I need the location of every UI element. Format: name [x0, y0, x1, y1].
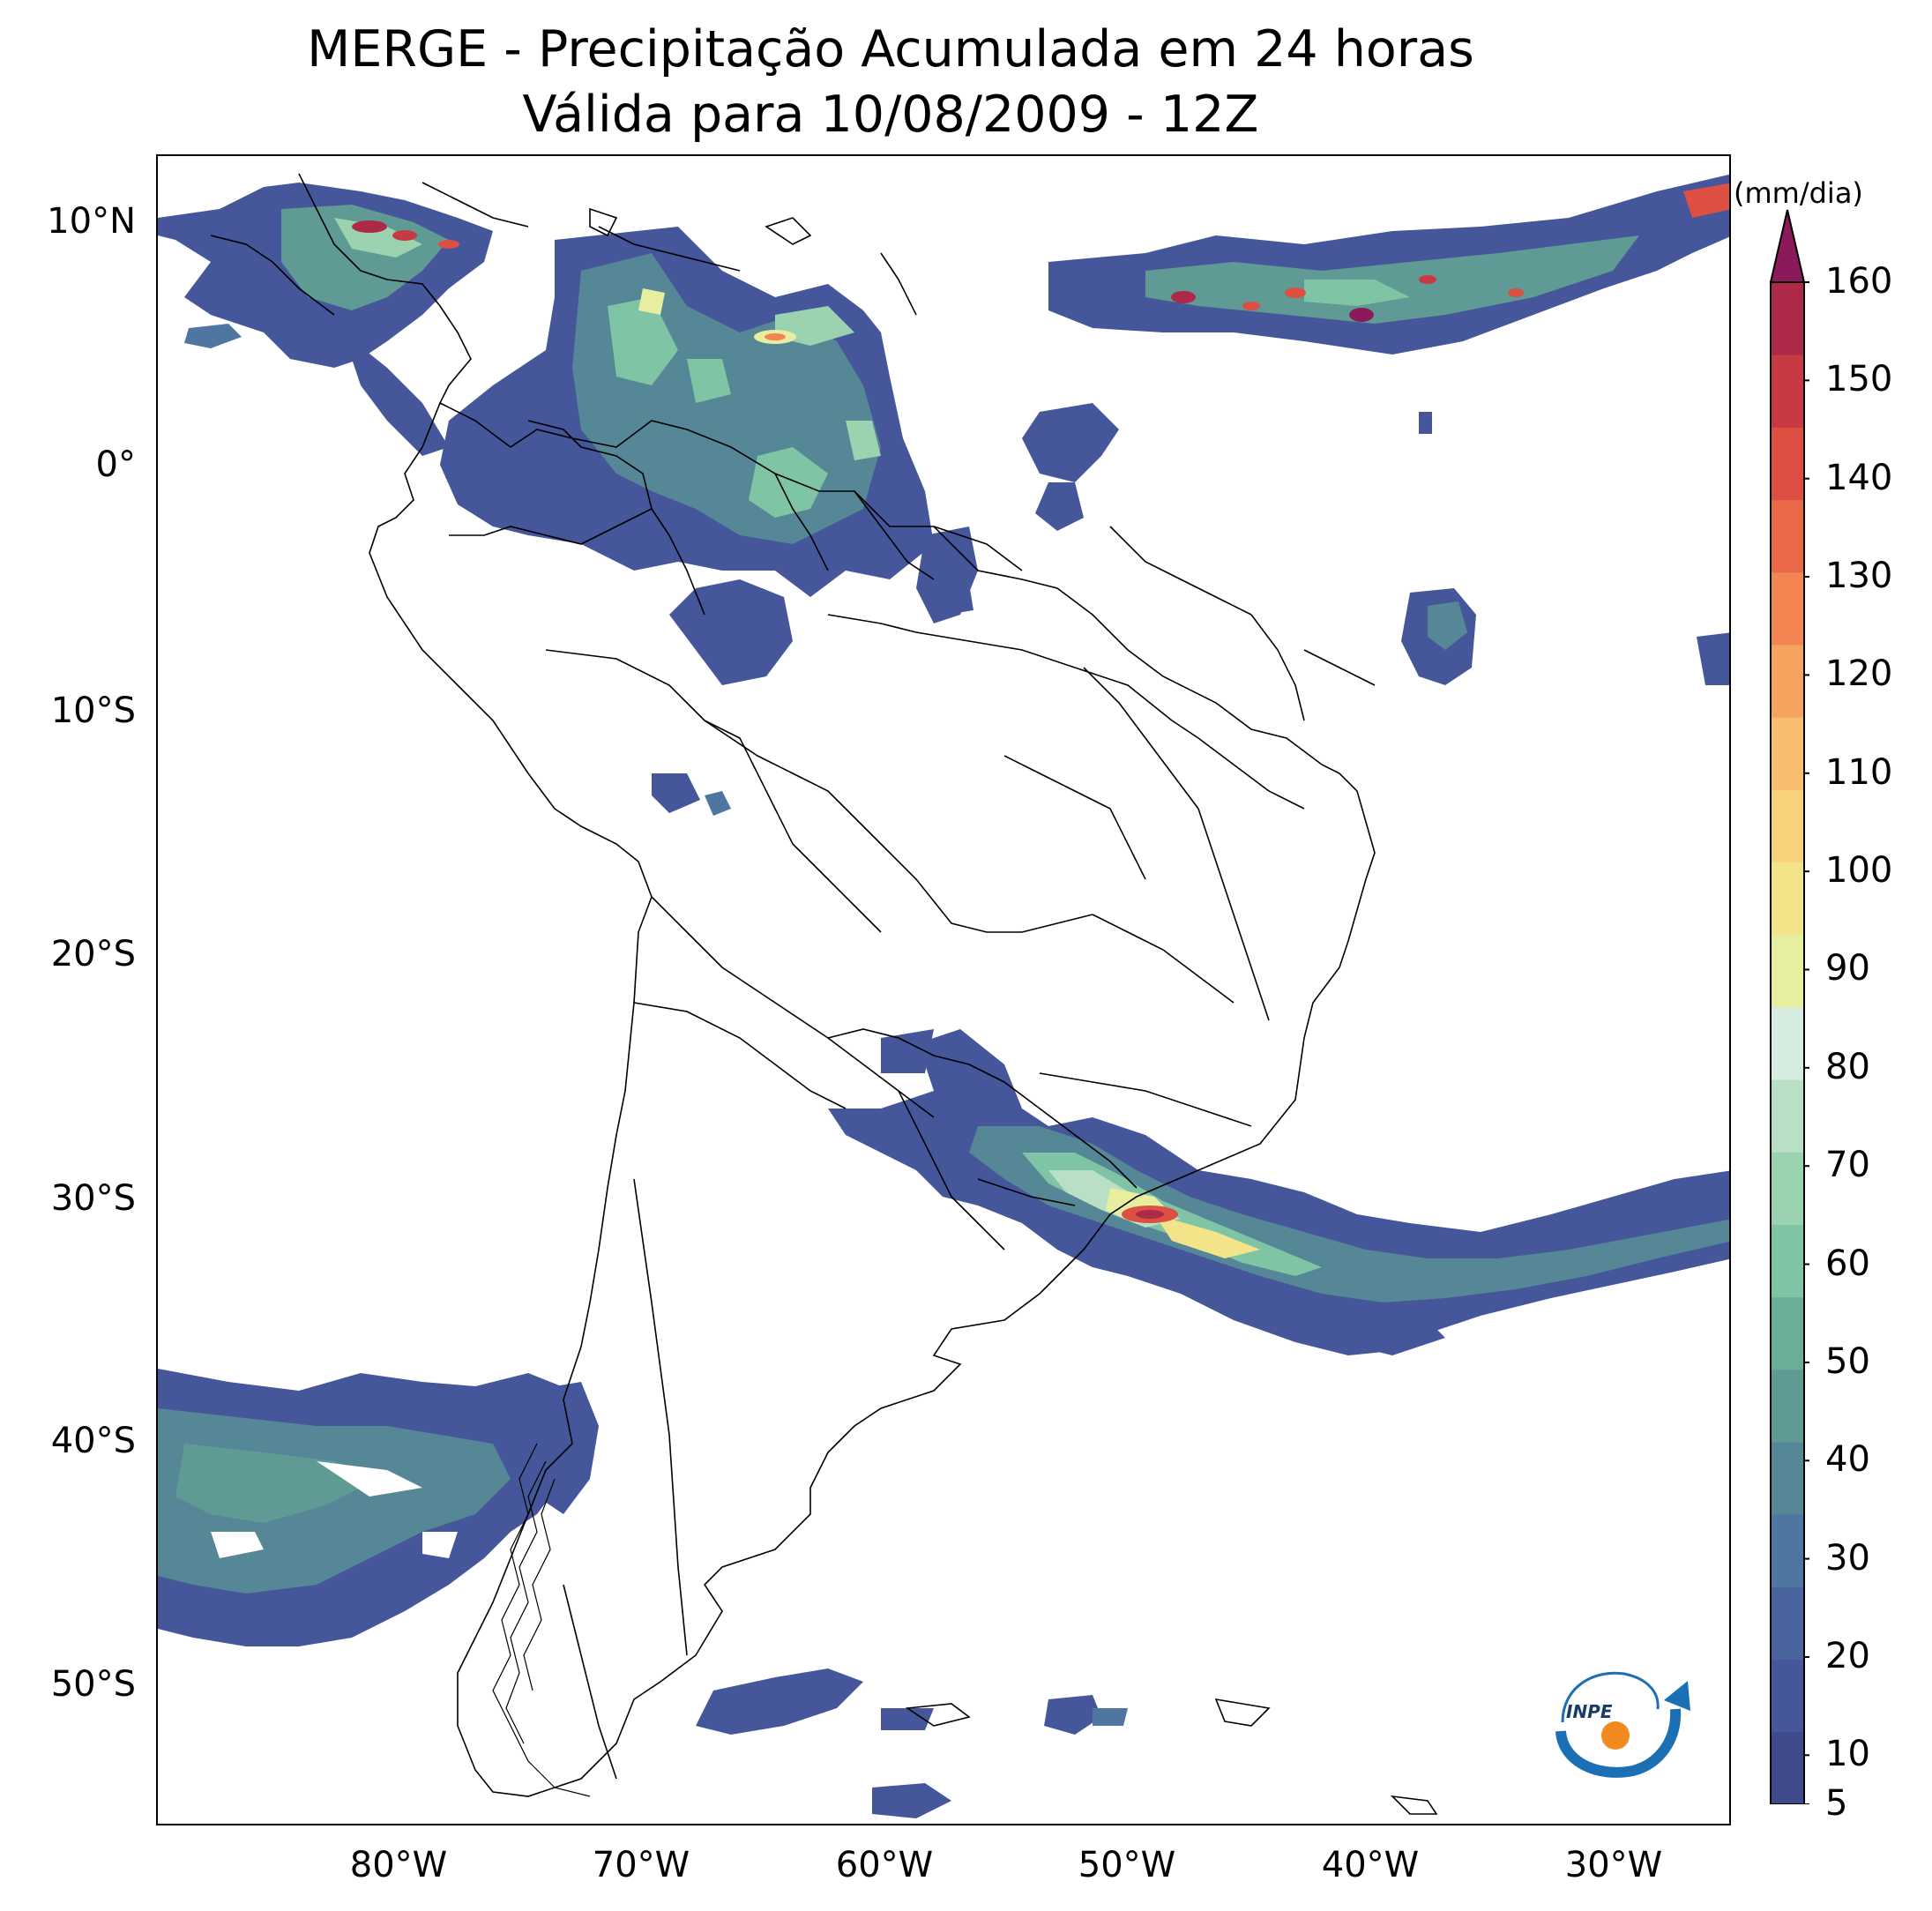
colorbar-band [1771, 1731, 1804, 1804]
colorbar-band [1771, 717, 1804, 790]
lat-label-20s: 20°S [50, 934, 136, 974]
lat-label-10n: 10°N [47, 201, 136, 242]
colorbar-unit: (mm/dia) [1734, 176, 1863, 210]
lon-label-50w: 50°W [1078, 1845, 1176, 1885]
colorbar-band [1771, 499, 1804, 573]
colorbar-band [1771, 427, 1804, 501]
colorbar-tick-label: 150 [1825, 359, 1893, 400]
colorbar-tick-label: 90 [1825, 948, 1870, 989]
colorbar-band [1771, 1514, 1804, 1587]
lon-label-60w: 60°W [835, 1845, 934, 1885]
colorbar-tick-label: 140 [1825, 457, 1893, 498]
lon-label-70w: 70°W [592, 1845, 690, 1885]
colorbar-tick-label: 160 [1825, 261, 1893, 302]
colorbar-tick-label: 130 [1825, 556, 1893, 597]
chile-fjords [492, 1443, 591, 1797]
colorbar-tick-label: 70 [1825, 1145, 1870, 1186]
colorbar-tick-label: 30 [1825, 1537, 1870, 1579]
map-subtitle: Válida para 10/08/2009 - 12Z [522, 86, 1259, 144]
colorbar-tick-label: 20 [1825, 1635, 1870, 1676]
lon-label-40w: 40°W [1321, 1845, 1420, 1885]
colorbar-tick-label: 80 [1825, 1046, 1870, 1087]
country-borders [210, 173, 1438, 1815]
colorbar-band [1771, 1659, 1804, 1733]
colorbar-band [1771, 1442, 1804, 1515]
colorbar-tick-label: 5 [1825, 1783, 1848, 1824]
lat-label-40s: 40°S [50, 1421, 136, 1461]
colorbar-tick-label: 50 [1825, 1340, 1870, 1382]
colorbar-tick-label: 60 [1825, 1243, 1870, 1284]
colorbar-band [1771, 571, 1804, 646]
precipitation-map [158, 173, 1729, 1818]
colorbar-band [1771, 862, 1804, 936]
lon-label-80w: 80°W [349, 1845, 448, 1885]
inpe-logo-text: INPE [1566, 1701, 1613, 1722]
colorbar-extend-max [1769, 209, 1806, 283]
colorbar-band [1771, 282, 1804, 355]
lon-label-30w: 30°W [1564, 1845, 1663, 1885]
inpe-logo: INPE [1555, 1671, 1690, 1778]
colorbar-band [1771, 1369, 1804, 1443]
colorbar-band [1771, 1079, 1804, 1153]
colorbar-band [1771, 1296, 1804, 1370]
precipitation-field [158, 174, 1729, 1818]
colorbar-band [1771, 1224, 1804, 1298]
colorbar-band [1771, 1586, 1804, 1661]
map-panel [156, 154, 1731, 1825]
colorbar-tick-label: 110 [1825, 751, 1893, 793]
colorbar-band [1771, 789, 1804, 863]
lat-label-50s: 50°S [50, 1664, 136, 1705]
colorbar-tick-label: 10 [1825, 1734, 1870, 1775]
colorbar-tick-label: 100 [1825, 850, 1893, 892]
colorbar-band [1771, 1006, 1804, 1080]
colorbar-border [1770, 281, 1805, 1804]
colorbar-band [1771, 1152, 1804, 1225]
colorbar-band [1771, 355, 1804, 428]
map-title: MERGE - Precipitação Acumulada em 24 hor… [307, 20, 1474, 78]
lat-label-30s: 30°S [50, 1178, 136, 1219]
lat-label-0: 0° [95, 444, 136, 485]
colorbar-band [1771, 934, 1804, 1008]
colorbar [1769, 209, 1809, 1804]
colorbar-tick-label: 120 [1825, 653, 1893, 695]
colorbar-band [1771, 644, 1804, 718]
colorbar-tick-label: 40 [1825, 1439, 1870, 1481]
lat-label-10s: 10°S [50, 690, 136, 731]
